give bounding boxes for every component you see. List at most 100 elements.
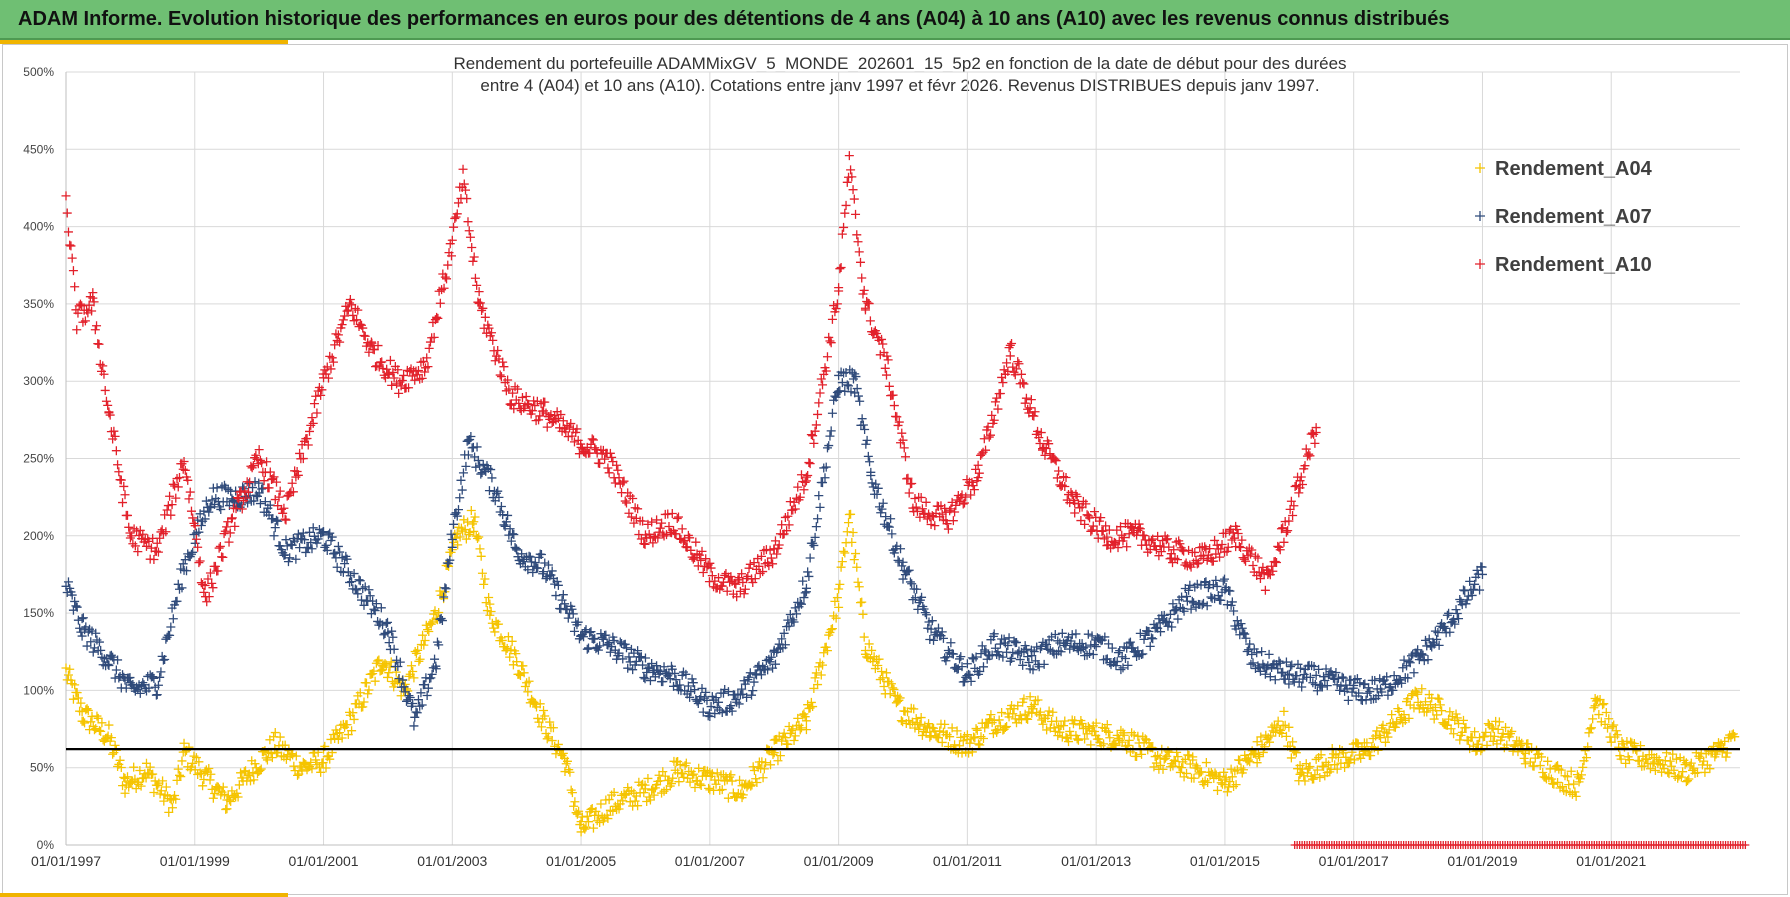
data-point <box>413 365 423 375</box>
data-point <box>135 688 145 698</box>
data-point <box>765 657 775 667</box>
data-point <box>1025 403 1035 413</box>
data-point <box>1429 639 1439 649</box>
data-point <box>1365 687 1375 697</box>
data-point <box>387 626 397 636</box>
data-point <box>1253 750 1263 760</box>
data-point <box>287 478 297 488</box>
data-point <box>445 555 455 565</box>
data-point <box>801 583 811 593</box>
data-point <box>590 443 600 453</box>
data-point <box>1309 774 1319 784</box>
data-point <box>303 440 313 450</box>
data-point <box>70 680 80 690</box>
data-point <box>1279 706 1289 716</box>
data-point <box>199 506 209 516</box>
data-point <box>1562 772 1572 782</box>
data-point <box>1105 733 1115 743</box>
data-point <box>62 208 72 218</box>
data-point <box>380 659 390 669</box>
data-point <box>394 388 404 398</box>
data-point <box>1135 628 1145 638</box>
data-point <box>114 467 124 477</box>
data-point <box>1380 737 1390 747</box>
data-point <box>1217 539 1227 549</box>
data-point <box>1298 674 1308 684</box>
data-point <box>99 369 109 379</box>
data-point <box>479 579 489 589</box>
data-point <box>527 557 537 567</box>
data-point <box>458 468 468 478</box>
data-point <box>179 456 189 466</box>
data-point <box>465 232 475 242</box>
data-point <box>657 518 667 528</box>
data-point <box>191 534 201 544</box>
data-point <box>159 796 169 806</box>
data-point <box>200 514 210 524</box>
data-point <box>280 550 290 560</box>
data-point <box>1056 647 1066 657</box>
data-point <box>673 512 683 522</box>
data-point <box>971 724 981 734</box>
data-point <box>759 764 769 774</box>
data-point <box>1247 545 1257 555</box>
data-point <box>749 677 759 687</box>
data-point <box>477 568 487 578</box>
data-point <box>306 420 316 430</box>
data-point <box>827 624 837 634</box>
data-point <box>701 554 711 564</box>
data-point <box>1370 675 1380 685</box>
data-point <box>1140 734 1150 744</box>
data-point <box>562 756 572 766</box>
data-point <box>1221 773 1231 783</box>
data-point <box>941 656 951 666</box>
data-point <box>1519 753 1529 763</box>
data-point <box>561 427 571 437</box>
data-point <box>1003 640 1013 650</box>
data-point <box>883 355 893 365</box>
data-point <box>678 769 688 779</box>
data-point <box>311 755 321 765</box>
data-point <box>1281 731 1291 741</box>
data-point <box>318 758 328 768</box>
data-point <box>91 628 101 638</box>
data-point <box>1264 649 1274 659</box>
data-point <box>490 627 500 637</box>
data-point <box>233 792 243 802</box>
data-point <box>580 824 590 834</box>
data-point <box>1070 508 1080 518</box>
data-point <box>846 509 856 519</box>
data-point <box>966 676 976 686</box>
data-point <box>688 678 698 688</box>
data-point <box>1300 461 1310 471</box>
data-point <box>383 672 393 682</box>
data-point <box>1068 642 1078 652</box>
data-point <box>182 566 192 576</box>
data-point <box>626 512 636 522</box>
data-point <box>738 577 748 587</box>
data-point <box>714 697 724 707</box>
data-point <box>777 634 787 644</box>
data-point <box>887 529 897 539</box>
accent-bar-bottom <box>0 893 288 897</box>
data-point <box>844 151 854 161</box>
data-point <box>100 385 110 395</box>
data-point <box>487 473 497 483</box>
data-point <box>484 486 494 496</box>
data-point <box>978 662 988 672</box>
data-point <box>342 306 352 316</box>
data-point <box>232 493 242 503</box>
data-point <box>990 397 1000 407</box>
data-point <box>888 683 898 693</box>
data-point <box>1080 734 1090 744</box>
data-point <box>922 610 932 620</box>
legend-label: Rendement_A07 <box>1495 206 1652 228</box>
data-point <box>1260 585 1270 595</box>
data-point <box>427 669 437 679</box>
data-point <box>1138 649 1148 659</box>
data-point <box>638 660 648 670</box>
data-point <box>1206 592 1216 602</box>
data-point <box>1432 634 1442 644</box>
data-point <box>1267 561 1277 571</box>
data-point <box>1184 585 1194 595</box>
